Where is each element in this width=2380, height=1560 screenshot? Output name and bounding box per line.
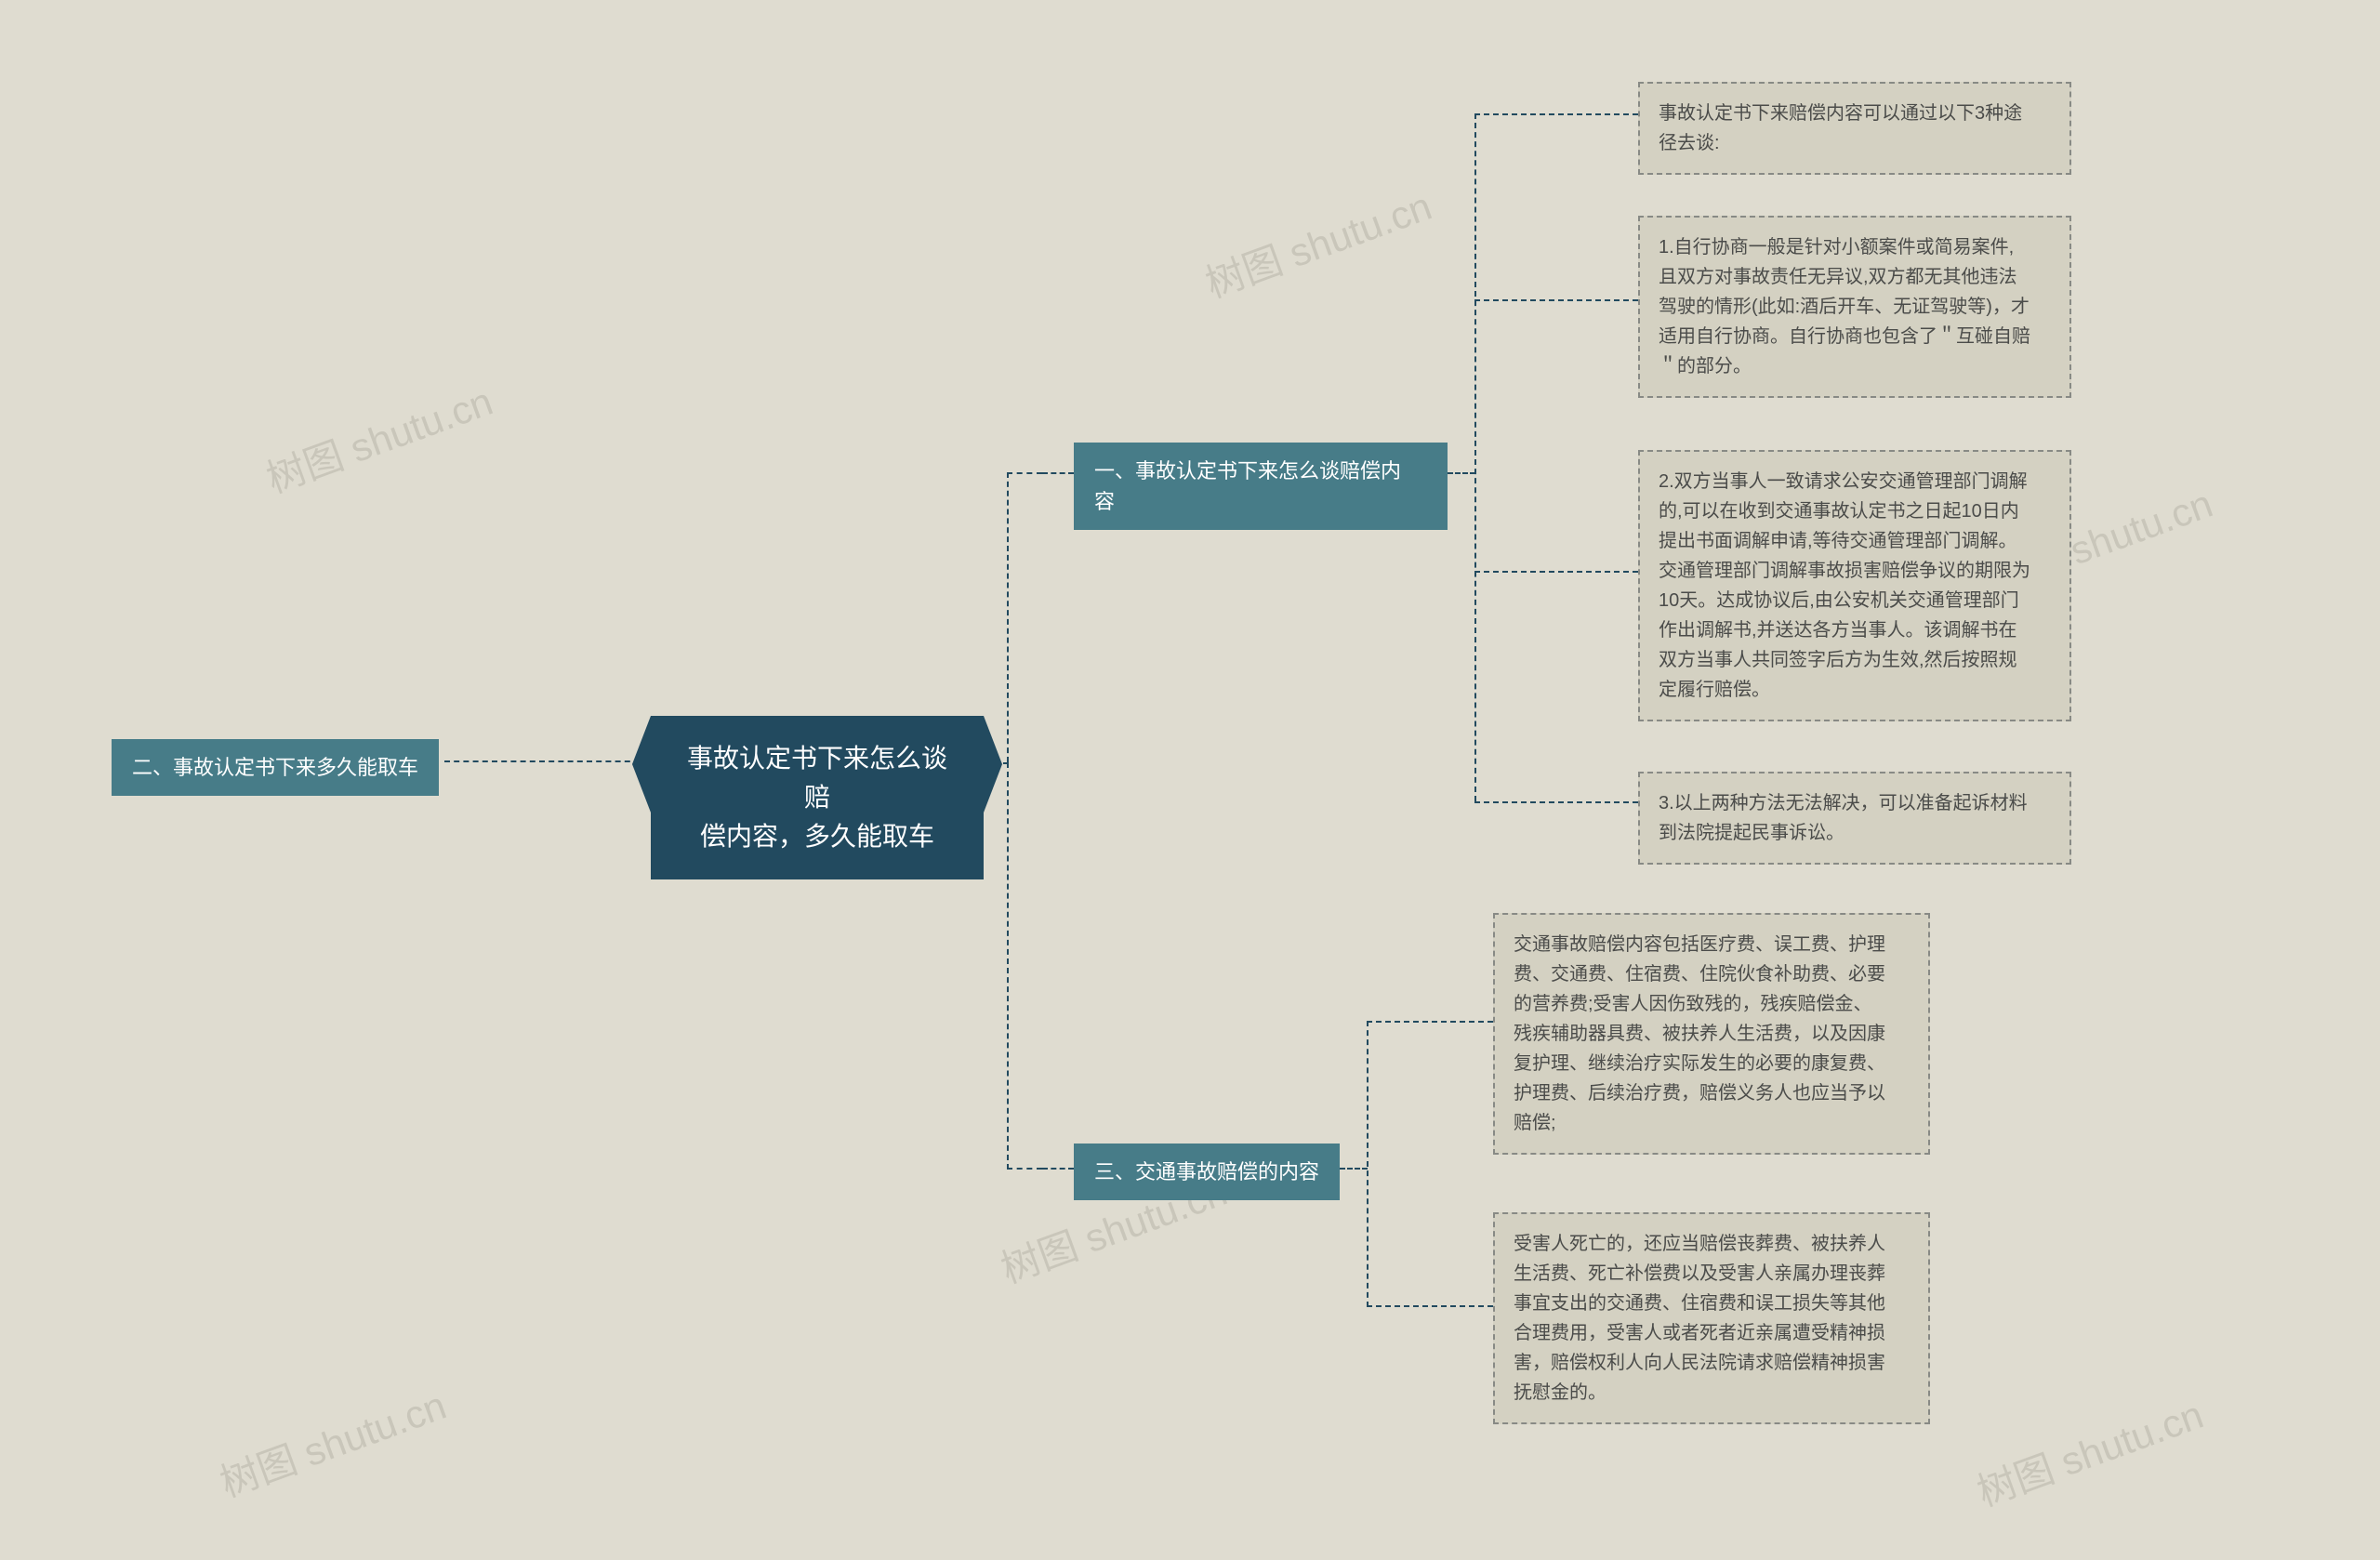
leaf-node: 3.以上两种方法无法解决，可以准备起诉材料到法院提起民事诉讼。 <box>1638 772 2071 865</box>
watermark: 树图 shutu.cn <box>258 370 499 504</box>
watermark: 树图 shutu.cn <box>1968 1383 2210 1517</box>
connector <box>1448 472 1475 474</box>
connector <box>1007 762 1042 1170</box>
leaf-node: 1.自行协商一般是针对小额案件或简易案件,且双方对事故责任无异议,双方都无其他违… <box>1638 216 2071 398</box>
connector <box>444 760 640 762</box>
connector <box>1007 472 1042 762</box>
connector <box>1474 801 1638 803</box>
central-text: 事故认定书下来怎么谈赔偿内容，多久能取车 <box>687 744 947 851</box>
connector <box>1474 113 1638 115</box>
central-node: 事故认定书下来怎么谈赔偿内容，多久能取车 <box>651 716 984 879</box>
connector <box>1367 1305 1493 1307</box>
connector <box>1474 299 1638 301</box>
leaf-text: 受害人死亡的，还应当赔偿丧葬费、被扶养人生活费、死亡补偿费以及受害人亲属办理丧葬… <box>1514 1234 1885 1403</box>
watermark: 树图 shutu.cn <box>1197 175 1438 309</box>
leaf-text: 3.以上两种方法无法解决，可以准备起诉材料到法院提起民事诉讼。 <box>1659 793 2028 843</box>
connector <box>1367 1021 1493 1023</box>
connector <box>1474 113 1476 801</box>
leaf-text: 事故认定书下来赔偿内容可以通过以下3种途径去谈: <box>1659 103 2022 153</box>
leaf-node: 受害人死亡的，还应当赔偿丧葬费、被扶养人生活费、死亡补偿费以及受害人亲属办理丧葬… <box>1493 1212 1930 1424</box>
branch-text: 二、事故认定书下来多久能取车 <box>132 756 418 779</box>
branch-node-2: 二、事故认定书下来多久能取车 <box>112 739 439 796</box>
branch-text: 三、交通事故赔偿的内容 <box>1094 1160 1319 1183</box>
connector <box>1474 571 1638 573</box>
branch-node-3: 三、交通事故赔偿的内容 <box>1074 1144 1340 1200</box>
connector <box>1042 472 1074 474</box>
leaf-node: 事故认定书下来赔偿内容可以通过以下3种途径去谈: <box>1638 82 2071 175</box>
watermark: 树图 shutu.cn <box>211 1374 453 1508</box>
leaf-text: 1.自行协商一般是针对小额案件或简易案件,且双方对事故责任无异议,双方都无其他违… <box>1659 237 2030 377</box>
branch-text: 一、事故认定书下来怎么谈赔偿内容 <box>1094 459 1401 513</box>
connector <box>1340 1168 1368 1170</box>
branch-node-1: 一、事故认定书下来怎么谈赔偿内容 <box>1074 443 1448 530</box>
connector <box>1367 1021 1368 1307</box>
leaf-text: 2.双方当事人一致请求公安交通管理部门调解的,可以在收到交通事故认定书之日起10… <box>1659 471 2030 700</box>
leaf-text: 交通事故赔偿内容包括医疗费、误工费、护理费、交通费、住宿费、住院伙食补助费、必要… <box>1514 934 1885 1133</box>
connector <box>1042 1168 1074 1170</box>
leaf-node: 2.双方当事人一致请求公安交通管理部门调解的,可以在收到交通事故认定书之日起10… <box>1638 450 2071 721</box>
leaf-node: 交通事故赔偿内容包括医疗费、误工费、护理费、交通费、住宿费、住院伙食补助费、必要… <box>1493 913 1930 1155</box>
